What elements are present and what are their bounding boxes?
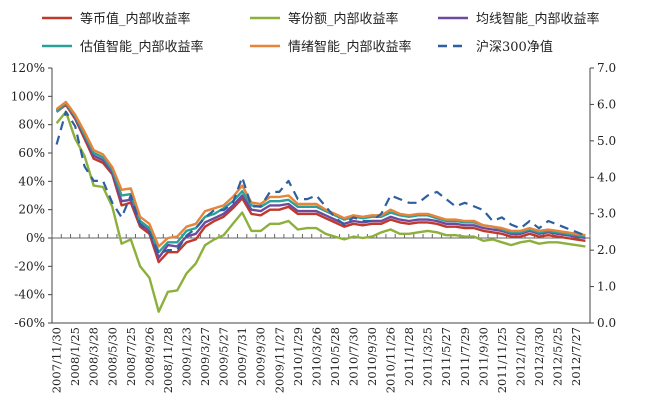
legend-label: 等币值_内部收益率 (80, 11, 191, 27)
x-tick-label: 2008/1/25 (68, 327, 82, 386)
legend-label: 均线智能_内部收益率 (476, 11, 600, 27)
series-line-2 (55, 110, 586, 313)
legend-label: 等份额_内部收益率 (288, 11, 399, 27)
x-tick-label: 2010/1/29 (291, 327, 305, 386)
right-tick-label: 7.0 (597, 61, 616, 75)
x-tick-label: 2011/9/30 (476, 327, 490, 386)
x-tick-label: 2009/3/27 (198, 327, 212, 386)
x-tick-label: 2008/3/28 (87, 327, 101, 386)
left-tick-label: 0% (26, 231, 45, 245)
x-tick-label: 2010/9/30 (365, 327, 379, 386)
plot-area (55, 100, 586, 313)
x-tick-label: 2012/3/30 (532, 327, 546, 386)
x-tick-label: 2009/7/31 (235, 327, 249, 386)
series-line-3 (55, 102, 586, 259)
left-tick-label: 20% (18, 203, 45, 217)
legend-item: 情绪智能_内部收益率 (250, 39, 412, 55)
x-tick-label: 2011/11/25 (495, 327, 509, 393)
left-tick-label: 60% (18, 146, 45, 160)
x-tick-label: 2009/1/23 (180, 327, 194, 386)
right-tick-label: 3.0 (597, 207, 616, 221)
x-tick-label: 2008/11/28 (161, 327, 175, 393)
axes: 120% 100% 80% 60% 40% 20% 0% -20% -40% -60% 7.0 6.0… (11, 61, 616, 393)
legend-item: 均线智能_内部收益率 (438, 11, 600, 27)
x-tick-label: 2009/5/27 (217, 327, 231, 386)
legend-item: 等币值_内部收益率 (42, 11, 191, 27)
left-tick-label: 40% (18, 174, 45, 188)
x-tick-label: 2008/7/25 (124, 327, 138, 386)
x-tick-label: 2010/7/30 (346, 327, 360, 386)
legend-item: 沪深300净值 (438, 39, 553, 55)
right-tick-label: 5.0 (597, 134, 616, 148)
x-tick-label: 2009/11/27 (272, 327, 286, 393)
x-tick-label: 2009/9/30 (254, 327, 268, 386)
x-tick-label: 2011/3/25 (421, 327, 435, 386)
x-tick-label: 2010/3/26 (309, 327, 323, 386)
right-tick-label: 0.0 (597, 316, 616, 330)
series-line-6 (55, 110, 586, 255)
legend-label: 情绪智能_内部收益率 (288, 39, 412, 55)
x-tick-label: 2008/5/30 (105, 327, 119, 386)
series-line-5 (55, 100, 586, 248)
x-tick-label: 2012/7/27 (569, 327, 583, 386)
x-tick-label: 2011/5/27 (439, 327, 453, 386)
legend-item: 等份额_内部收益率 (250, 11, 399, 27)
left-tick-label: 100% (11, 89, 45, 103)
x-tick-label: 2011/7/29 (458, 327, 472, 386)
series-line-1 (55, 103, 586, 264)
legend-label: 沪深300净值 (476, 39, 553, 55)
x-tick-label: 2011/1/28 (402, 327, 416, 386)
x-tick-label: 2010/11/26 (384, 327, 398, 393)
legend-label: 估值智能_内部收益率 (80, 39, 204, 55)
legend-item: 估值智能_内部收益率 (42, 39, 204, 55)
right-tick-label: 2.0 (597, 243, 616, 257)
left-tick-label: -40% (14, 288, 45, 302)
x-tick-label: 2007/11/30 (50, 327, 64, 393)
left-tick-label: 80% (18, 118, 45, 132)
left-tick-label: -20% (14, 259, 45, 273)
x-tick-label: 2012/1/20 (513, 327, 527, 386)
left-tick-label: 120% (11, 61, 45, 75)
x-tick-label: 2008/9/26 (142, 327, 156, 386)
right-tick-label: 4.0 (597, 170, 616, 184)
right-tick-label: 1.0 (597, 280, 616, 294)
x-tick-label: 2012/5/25 (551, 327, 565, 386)
left-tick-label: -60% (14, 316, 45, 330)
x-tick-label: 2010/5/28 (328, 327, 342, 386)
right-tick-label: 6.0 (597, 97, 616, 111)
